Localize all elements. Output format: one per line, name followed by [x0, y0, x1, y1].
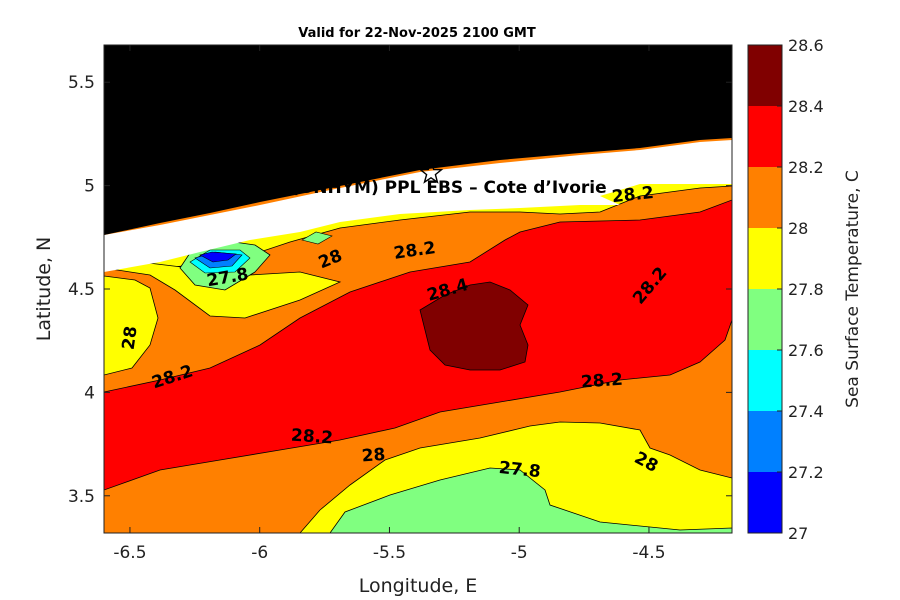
sst-band-28-2	[104, 199, 732, 491]
contour-label: 28	[119, 325, 142, 351]
sst-band-27-8-west-lower	[104, 270, 159, 376]
land-mass	[104, 45, 732, 235]
colorbar-tick-label: 28.6	[788, 36, 824, 55]
y-axis-label: Latitude, N	[33, 237, 55, 342]
x-tick-label: -5.5	[373, 543, 406, 563]
y-tick-label: 4.5	[68, 280, 95, 300]
colorbar-tick-label: 27.8	[788, 280, 824, 299]
colorbar-swatch	[748, 289, 782, 350]
y-tick-label: 5	[84, 177, 95, 197]
figure-title: Valid for 22-Nov-2025 2100 GMT	[298, 26, 536, 41]
x-tick-label: -6.5	[113, 543, 146, 563]
axis-ticks: -6.5 -6 -5.5 -5 -4.5 3.5 4 4.5 5 5.5	[68, 45, 732, 563]
x-tick-label: -6	[251, 543, 268, 563]
sst-band-27-6-south	[329, 467, 732, 533]
contour-label: 28	[361, 445, 386, 467]
sst-band-28-4	[419, 281, 529, 371]
colorbar-tick-label: 27.6	[788, 341, 824, 360]
x-tick-label: -4.5	[632, 543, 665, 563]
map-area	[104, 45, 732, 533]
colorbar-swatch	[748, 45, 782, 106]
colorbar-swatch	[748, 106, 782, 167]
sst-band-27-6-patch	[301, 231, 333, 245]
colorbar-swatch	[748, 411, 782, 472]
y-tick-label: 5.5	[68, 73, 95, 93]
colorbar-swatch	[748, 350, 782, 411]
colorbar-tick-label: 27.2	[788, 463, 824, 482]
site-star-icon	[418, 160, 444, 184]
contour-label: 27.8	[498, 458, 542, 482]
colorbar: 27 27.2 27.4 27.6 27.8 28 28.2 28.4 28.6	[747, 36, 824, 543]
y-tick-label: 3.5	[68, 487, 95, 507]
contour-label: 28.2	[611, 183, 655, 207]
site-label: OA (ONHYM) PPL EBS – Cote d’Ivorie	[258, 178, 607, 198]
colorbar-tick-label: 27.4	[788, 402, 824, 421]
colorbar-swatch	[748, 228, 782, 289]
contour-label: 28.2	[290, 426, 333, 449]
colorbar-swatch	[748, 472, 782, 533]
contour-label: 28.2	[580, 370, 623, 393]
coastal-no-data-strip	[104, 140, 732, 272]
colorbar-tick-label: 28	[788, 219, 808, 238]
sst-band-27-0-coastal	[199, 251, 237, 263]
colorbar-tick-label: 28.2	[788, 158, 824, 177]
y-tick-label: 4	[84, 383, 95, 403]
colorbar-swatch	[748, 167, 782, 228]
x-axis-label: Longitude, E	[359, 575, 478, 597]
x-tick-label: -5	[511, 543, 528, 563]
colorbar-tick-label: 28.4	[788, 97, 824, 116]
colorbar-tick-label: 27	[788, 524, 808, 543]
colorbar-label: Sea Surface Temperature, C	[843, 170, 863, 408]
